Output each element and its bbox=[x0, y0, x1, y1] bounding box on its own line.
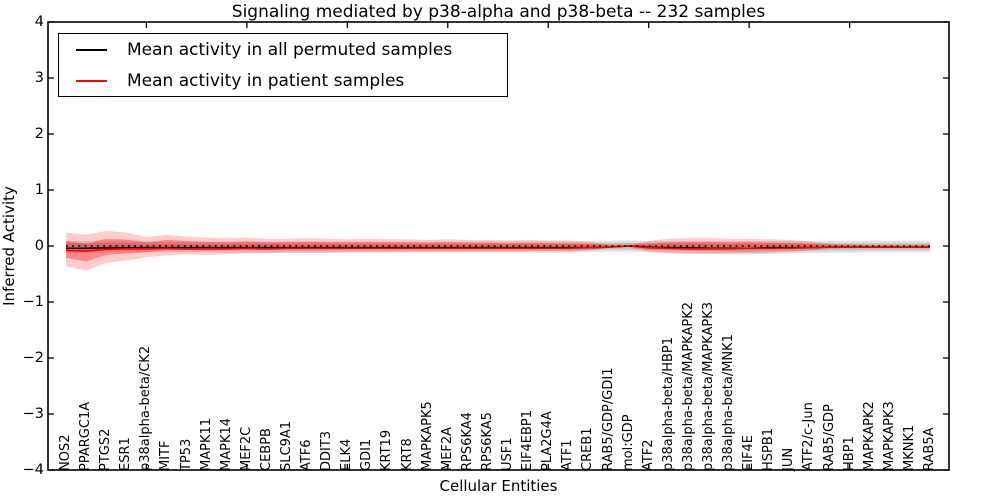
legend-item-patient: Mean activity in patient samples bbox=[59, 67, 507, 95]
x-tick-label: KRT8 bbox=[399, 438, 415, 471]
red-line-swatch bbox=[76, 79, 107, 82]
x-tick-label: JUN bbox=[781, 447, 797, 471]
x-tick-label: ATF2/c-Jun bbox=[801, 402, 817, 471]
y-tick-label: −3 bbox=[22, 406, 44, 422]
x-tick-label: MAPKAPK2 bbox=[861, 401, 877, 471]
x-tick-label: SLC9A1 bbox=[279, 420, 295, 471]
x-tick-label: KRT19 bbox=[379, 429, 395, 471]
x-tick-label: ATF1 bbox=[560, 439, 576, 471]
x-tick-label: DDIT3 bbox=[319, 430, 335, 471]
x-tick-label: CREB1 bbox=[580, 427, 596, 471]
x-tick-label: PLA2G4A bbox=[540, 411, 556, 471]
x-tick-label: PPARGC1A bbox=[78, 401, 94, 471]
x-tick-label: ESR1 bbox=[118, 437, 134, 471]
x-tick-label: ATF6 bbox=[299, 439, 315, 471]
x-tick-label: TP53 bbox=[178, 438, 194, 471]
x-tick-label: NOS2 bbox=[58, 434, 73, 471]
legend-label-permuted: Mean activity in all permuted samples bbox=[127, 39, 453, 60]
patient-samples-std-band-outer bbox=[66, 230, 930, 271]
x-tick-label: HSPB1 bbox=[761, 427, 777, 471]
x-tick-label: MKNK1 bbox=[901, 424, 917, 471]
x-tick-label: ELK4 bbox=[339, 438, 355, 471]
y-tick-label: 3 bbox=[34, 70, 44, 86]
y-tick-label: 4 bbox=[34, 14, 44, 30]
x-tick-label: CEBPB bbox=[258, 428, 274, 471]
x-tick-label: EIF4E bbox=[741, 434, 757, 471]
x-tick-label: MAPK11 bbox=[198, 417, 214, 471]
x-tick-label: p38alpha-beta/CK2 bbox=[138, 345, 154, 471]
x-tick-label: MITF bbox=[158, 440, 174, 471]
x-tick-label: RAB5A bbox=[922, 427, 937, 471]
patient-samples-std-band-inner bbox=[66, 238, 930, 262]
x-tick-label: PTGS2 bbox=[98, 428, 114, 471]
y-tick-label: 1 bbox=[34, 182, 44, 198]
y-tick-label: 0 bbox=[34, 238, 44, 254]
x-tick-label: p38alpha-beta/MNK1 bbox=[721, 334, 737, 471]
y-tick-label: −2 bbox=[22, 350, 44, 366]
x-tick-label: EIF4EBP1 bbox=[520, 409, 536, 471]
x-tick-label: mol:GDP bbox=[620, 414, 636, 471]
y-tick-label: −4 bbox=[22, 462, 44, 478]
x-tick-label: p38alpha-beta/MAPKAPK2 bbox=[680, 302, 696, 471]
x-tick-label: GDI1 bbox=[359, 438, 375, 471]
x-tick-label: RPS6KA4 bbox=[459, 412, 475, 471]
legend-item-permuted: Mean activity in all permuted samples bbox=[59, 36, 507, 64]
x-tick-label: MEF2A bbox=[439, 426, 455, 471]
black-line-swatch bbox=[76, 48, 107, 51]
x-tick-label: HBP1 bbox=[841, 436, 857, 471]
x-tick-label: MEF2C bbox=[238, 426, 254, 471]
x-tick-label: RAB5/GDP bbox=[821, 404, 837, 471]
x-axis-label: Cellular Entities bbox=[439, 477, 558, 495]
legend: Mean activity in all permuted samples Me… bbox=[58, 33, 508, 97]
y-tick-label: −1 bbox=[22, 294, 44, 310]
x-tick-label: MAPKAPK3 bbox=[881, 401, 897, 471]
legend-label-patient: Mean activity in patient samples bbox=[127, 70, 405, 91]
y-tick-label: 2 bbox=[34, 126, 44, 142]
x-tick-label: RAB5/GDP/GDI1 bbox=[600, 367, 616, 471]
x-tick-label: RPS6KA5 bbox=[479, 412, 495, 471]
x-tick-label: ATF2 bbox=[640, 439, 656, 471]
x-tick-label: USF1 bbox=[500, 437, 516, 471]
series-line-patient bbox=[65, 245, 930, 252]
x-tick-label: p38alpha-beta/MAPKAPK3 bbox=[700, 302, 716, 471]
x-tick-label: MAPK14 bbox=[218, 417, 234, 471]
chart-title: Signaling mediated by p38-alpha and p38-… bbox=[231, 2, 766, 22]
x-tick-label: MAPKAPK5 bbox=[419, 401, 435, 471]
x-tick-label: p38alpha-beta/HBP1 bbox=[660, 336, 676, 471]
